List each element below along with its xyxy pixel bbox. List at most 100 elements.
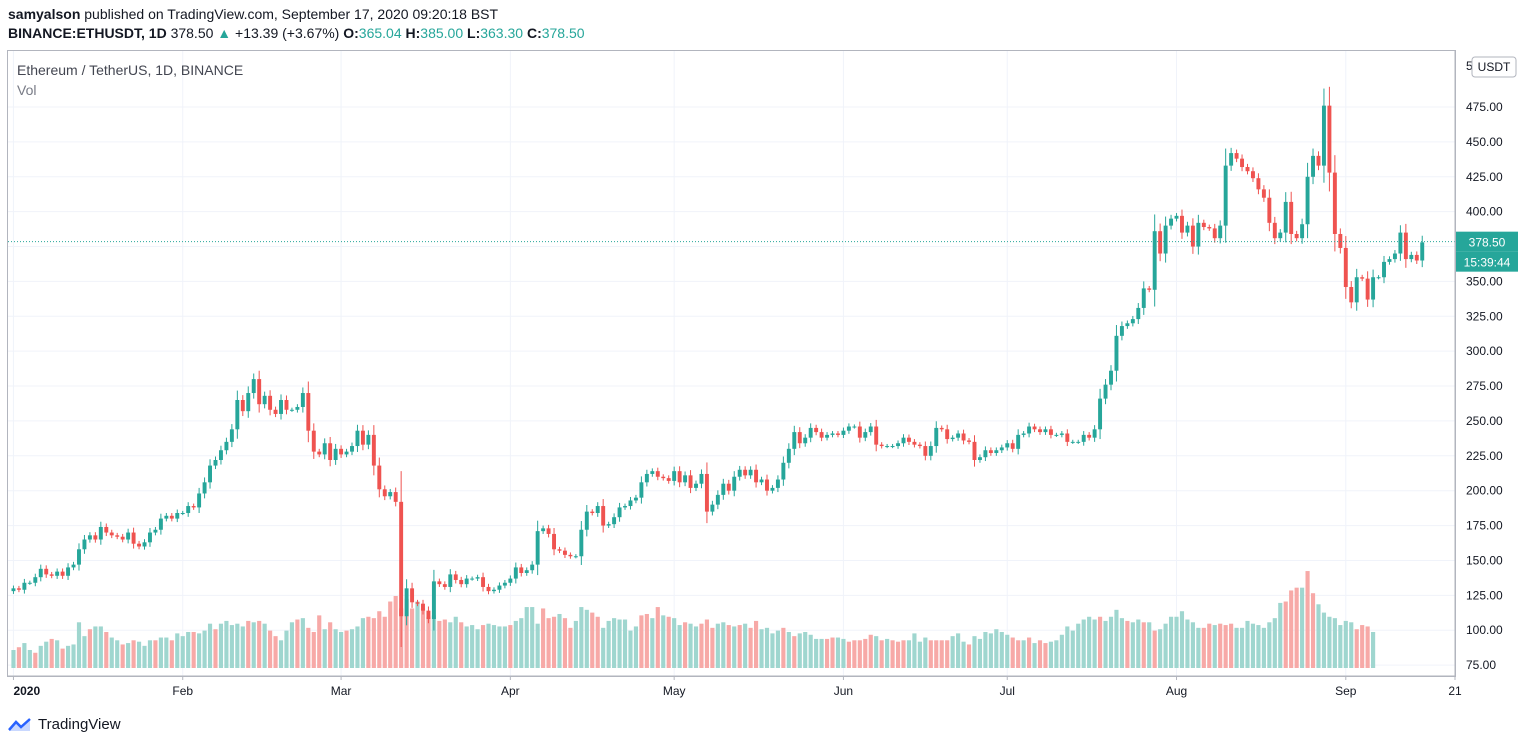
volume-bar xyxy=(885,638,890,668)
candle-body xyxy=(1283,201,1288,233)
volume-bar xyxy=(464,626,469,668)
candle-body xyxy=(1005,443,1010,448)
volume-bar xyxy=(956,633,961,668)
volume-bar xyxy=(841,638,846,668)
candle-body xyxy=(311,430,316,452)
candle-body xyxy=(1371,277,1376,300)
volume-bar xyxy=(1087,616,1092,668)
candle-body xyxy=(945,429,950,440)
candle-body xyxy=(732,476,737,491)
volume-bar xyxy=(11,649,16,668)
volume-bar xyxy=(1076,623,1081,668)
volume-bar xyxy=(595,616,600,668)
candle-body xyxy=(1021,433,1026,435)
candle-body xyxy=(360,430,365,445)
candle-body xyxy=(590,511,595,514)
volume-bar xyxy=(1245,620,1250,668)
volume-bar xyxy=(1168,616,1174,668)
volume-bar xyxy=(366,616,371,668)
candle-body xyxy=(1043,429,1048,433)
candle-body xyxy=(44,568,49,575)
volume-bar xyxy=(1201,627,1206,668)
candle-body xyxy=(956,433,961,438)
volume-bar xyxy=(890,640,895,668)
volume-bar xyxy=(1283,601,1288,668)
volume-bar xyxy=(1048,641,1054,668)
volume-bar xyxy=(530,607,535,668)
volume-bar xyxy=(1289,590,1294,668)
candle-body xyxy=(497,585,502,590)
volume-bar xyxy=(1065,626,1070,668)
candle-body xyxy=(939,427,944,430)
volume-bar xyxy=(27,649,32,668)
price-tick-label: 275.00 xyxy=(1466,379,1503,393)
volume-bar xyxy=(1114,609,1119,668)
date-tick-label: 21 xyxy=(1448,684,1462,698)
volume-bar xyxy=(49,638,54,668)
volume-bar xyxy=(142,645,147,668)
publisher-name[interactable]: samyalson xyxy=(8,6,81,22)
volume-bar xyxy=(1130,622,1135,668)
candle-body xyxy=(923,446,928,456)
volume-bar xyxy=(202,630,207,668)
candle-body xyxy=(650,471,655,474)
volume-bar xyxy=(339,631,344,668)
volume-bar xyxy=(535,623,540,668)
volume-bar xyxy=(1054,640,1059,668)
volume-bar xyxy=(207,623,213,668)
candle-body xyxy=(874,426,879,445)
volume-bar xyxy=(1349,622,1354,668)
candle-body xyxy=(1272,222,1277,239)
candle-body xyxy=(300,393,305,407)
volume-bar xyxy=(1032,643,1037,668)
volume-bar xyxy=(235,623,240,668)
candle-body xyxy=(994,450,999,454)
candle-body xyxy=(453,574,458,580)
volume-bar xyxy=(1332,618,1337,668)
volume-bar xyxy=(743,623,748,668)
candle-body xyxy=(66,567,71,576)
candle-body xyxy=(437,581,442,585)
volume-bar xyxy=(819,638,824,668)
volume-bar xyxy=(606,620,611,668)
date-tick-label: May xyxy=(663,684,686,698)
volume-bar xyxy=(60,648,65,668)
candle-body xyxy=(797,432,802,444)
volume-bar xyxy=(1125,620,1130,668)
candle-body xyxy=(1256,178,1261,190)
candle-body xyxy=(999,447,1004,451)
price-tick-label: 150.00 xyxy=(1466,553,1503,567)
volume-bar xyxy=(1185,619,1190,668)
volume-bar xyxy=(737,625,742,668)
volume-bar xyxy=(38,645,43,668)
volume-bar xyxy=(693,626,699,668)
volume-bar xyxy=(240,626,245,668)
volume-bar xyxy=(1310,593,1316,668)
candle-body xyxy=(251,379,256,394)
volume-bar xyxy=(1261,627,1266,668)
price-tick-label: 175.00 xyxy=(1466,519,1503,533)
volume-bar xyxy=(71,644,76,668)
candle-body xyxy=(246,393,251,412)
candle-body xyxy=(1332,172,1337,234)
tradingview-icon xyxy=(8,717,31,731)
volume-bar xyxy=(1070,630,1075,668)
candle-body xyxy=(1420,242,1425,261)
candle-body xyxy=(868,426,873,433)
candle-body xyxy=(781,462,786,480)
candle-body xyxy=(1180,215,1184,233)
volume-bar xyxy=(1027,637,1032,668)
candle-body xyxy=(639,482,644,498)
candle-body xyxy=(1207,227,1212,229)
volume-bar xyxy=(360,618,365,668)
date-tick-label: Aug xyxy=(1166,684,1187,698)
candle-body xyxy=(1382,261,1386,278)
tradingview-logo[interactable]: TradingView xyxy=(8,716,121,733)
candle-body xyxy=(863,432,868,438)
volume-bar xyxy=(612,618,617,668)
volume-bar xyxy=(551,616,557,668)
candle-body xyxy=(197,493,202,508)
candle-body xyxy=(142,542,147,547)
volume-bar xyxy=(895,641,901,668)
